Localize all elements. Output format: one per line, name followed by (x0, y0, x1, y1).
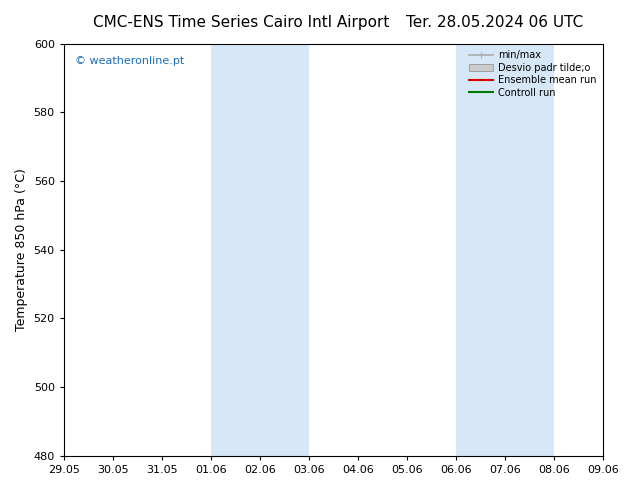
Bar (211, 44, 309, 456)
Text: Ter. 28.05.2024 06 UTC: Ter. 28.05.2024 06 UTC (406, 15, 583, 30)
Legend: min/max, Desvio padr tilde;o, Ensemble mean run, Controll run: min/max, Desvio padr tilde;o, Ensemble m… (467, 49, 598, 99)
Text: CMC-ENS Time Series Cairo Intl Airport: CMC-ENS Time Series Cairo Intl Airport (93, 15, 389, 30)
Y-axis label: Temperature 850 hPa (°C): Temperature 850 hPa (°C) (15, 168, 28, 331)
Text: © weatheronline.pt: © weatheronline.pt (75, 56, 184, 66)
Bar (456, 44, 554, 456)
